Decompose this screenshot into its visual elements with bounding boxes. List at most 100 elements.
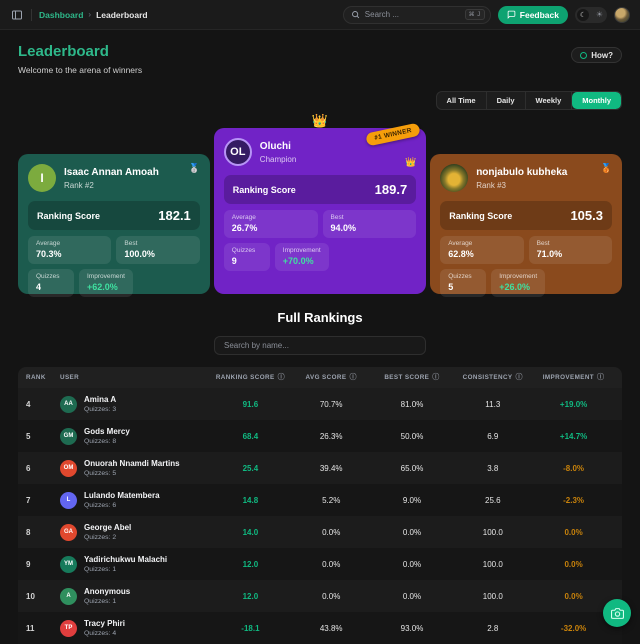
main-content: Leaderboard Welcome to the arena of winn… xyxy=(0,43,640,644)
column-header-ranking-score[interactable]: Ranking Score ⓘ xyxy=(215,374,285,381)
info-icon[interactable]: ⓘ xyxy=(597,374,605,381)
info-icon[interactable]: ⓘ xyxy=(515,374,523,381)
theme-toggle[interactable]: ☾ ☀ xyxy=(575,6,607,23)
user-cell: OM Onuorah Nnamdi Martins Quizzes: 5 xyxy=(60,459,210,477)
stat-quizzes: Quizzes 5 xyxy=(440,269,487,297)
column-header-avg-score[interactable]: Avg Score ⓘ xyxy=(305,374,357,381)
podium-rank-label: Rank #2 xyxy=(64,180,94,190)
rank-cell: 8 xyxy=(26,527,31,537)
ranking-score-label: Ranking Score xyxy=(37,210,101,221)
row-quizzes: Quizzes: 1 xyxy=(84,565,117,573)
podium-card[interactable]: 👑 #1 WINNER nonjabulo kubheka Rank #3 🥉 … xyxy=(430,154,622,297)
ranking-score-box: Ranking Score 182.1 xyxy=(28,201,200,230)
user-cell: GA George Abel Quizzes: 2 xyxy=(60,523,210,541)
shortcut-badge: ⌘ J xyxy=(464,9,485,20)
best-score-cell: 93.0% xyxy=(400,623,424,633)
tab-daily[interactable]: Daily xyxy=(487,92,526,109)
improvement-cell: -2.3% xyxy=(563,495,585,505)
stat-best: Best 71.0% xyxy=(528,236,613,264)
row-quizzes: Quizzes: 6 xyxy=(84,501,117,509)
user-avatar[interactable] xyxy=(614,6,630,23)
table-row[interactable]: 5 GM Gods Mercy Quizzes: 8 68.4 26.3% 50… xyxy=(18,420,622,452)
tab-all-time[interactable]: All Time xyxy=(437,92,487,109)
how-button[interactable]: How? xyxy=(571,47,622,63)
consistency-cell: 2.8 xyxy=(487,623,499,633)
row-avatar: A xyxy=(60,587,77,605)
how-label: How? xyxy=(591,50,613,60)
screenshot-fab[interactable] xyxy=(603,599,631,627)
ranking-score-box: Ranking Score 189.7 xyxy=(223,175,417,204)
row-user-name: Onuorah Nnamdi Martins xyxy=(84,459,180,469)
best-score-cell: 0.0% xyxy=(402,591,422,601)
row-user-name: Amina A xyxy=(84,395,117,405)
breadcrumb-dashboard-link[interactable]: Dashboard xyxy=(39,9,84,20)
breadcrumb-separator: › xyxy=(88,10,92,19)
improvement-cell: 0.0% xyxy=(564,527,583,537)
row-quizzes: Quizzes: 1 xyxy=(84,597,117,605)
podium-card[interactable]: 👑 #1 WINNER I Isaac Annan Amoah Rank #2 … xyxy=(18,154,210,297)
stat-improvement: Improvement +26.0% xyxy=(491,269,546,297)
consistency-cell: 100.0 xyxy=(482,527,503,537)
podium-avatar: I xyxy=(28,164,56,192)
stat-best: Best 100.0% xyxy=(116,236,200,264)
row-user-name: George Abel xyxy=(84,523,132,533)
podium-user-name: nonjabulo kubheka xyxy=(476,166,568,178)
podium-cards: 👑 #1 WINNER I Isaac Annan Amoah Rank #2 … xyxy=(18,114,622,297)
info-icon[interactable]: ⓘ xyxy=(432,374,440,381)
table-row[interactable]: 11 TP Tracy Phiri Quizzes: 4 -18.1 43.8%… xyxy=(18,612,622,644)
table-row[interactable]: 7 L Lulando Matembera Quizzes: 6 14.8 5.… xyxy=(18,484,622,516)
feedback-button[interactable]: Feedback xyxy=(497,5,568,24)
info-icon[interactable]: ⓘ xyxy=(349,374,357,381)
ranking-score-value: 189.7 xyxy=(374,182,408,197)
ranking-score-cell: 91.6 xyxy=(242,399,259,409)
tab-monthly[interactable]: Monthly xyxy=(572,92,621,109)
ranking-score-cell: 25.4 xyxy=(242,463,259,473)
column-header-consistency[interactable]: Consistency ⓘ xyxy=(462,374,523,381)
improvement-cell: +14.7% xyxy=(559,431,588,441)
global-search[interactable]: ⌘ J xyxy=(342,5,491,24)
podium-avatar-photo xyxy=(440,164,469,192)
column-header-improvement[interactable]: Improvement ⓘ xyxy=(542,374,605,381)
tab-weekly[interactable]: Weekly xyxy=(526,92,573,109)
stat-average: Average 62.8% xyxy=(440,236,524,264)
stat-quizzes: Quizzes 4 xyxy=(28,269,74,297)
consistency-cell: 25.6 xyxy=(485,495,501,505)
row-quizzes: Quizzes: 3 xyxy=(84,405,117,413)
row-quizzes: Quizzes: 8 xyxy=(84,437,117,445)
table-header-row: Rank User Ranking Score ⓘ Avg Score ⓘ Best Sco… xyxy=(18,367,622,388)
ranking-score-label: Ranking Score xyxy=(449,210,513,221)
table-row[interactable]: 9 YM Yadirichukwu Malachi Quizzes: 1 12.… xyxy=(18,548,622,580)
user-cell: TP Tracy Phiri Quizzes: 4 xyxy=(60,619,210,637)
user-cell: GM Gods Mercy Quizzes: 8 xyxy=(60,427,210,445)
column-header-best-score[interactable]: Best Score ⓘ xyxy=(384,374,440,381)
table-row[interactable]: 8 GA George Abel Quizzes: 2 14.0 0.0% 0.… xyxy=(18,516,622,548)
table-row[interactable]: 10 A Anonymous Quizzes: 1 12.0 0.0% 0.0%… xyxy=(18,580,622,612)
divider xyxy=(31,8,32,21)
sidebar-toggle-icon[interactable] xyxy=(10,8,24,22)
row-avatar: OM xyxy=(60,459,77,477)
table-row[interactable]: 6 OM Onuorah Nnamdi Martins Quizzes: 5 2… xyxy=(18,452,622,484)
rank-cell: 6 xyxy=(26,463,31,473)
ranking-score-cell: 12.0 xyxy=(242,559,259,569)
podium-card[interactable]: 👑 #1 WINNER OL Oluchi Champion 👑 Ranking… xyxy=(213,114,427,294)
avg-score-cell: 26.3% xyxy=(319,431,343,441)
row-avatar: L xyxy=(60,491,77,509)
avg-score-cell: 70.7% xyxy=(319,399,343,409)
consistency-cell: 6.9 xyxy=(487,431,499,441)
breadcrumb: Dashboard › Leaderboard xyxy=(39,10,148,20)
search-input[interactable] xyxy=(364,10,460,19)
row-avatar: TP xyxy=(60,619,77,637)
rankings-search-input[interactable] xyxy=(214,336,426,355)
consistency-cell: 100.0 xyxy=(482,559,503,569)
podium-user-name: Oluchi xyxy=(259,140,291,152)
page-subtitle: Welcome to the arena of winners xyxy=(18,65,143,75)
table-row[interactable]: 4 AA Amina A Quizzes: 3 91.6 70.7% 81.0%… xyxy=(18,388,622,420)
improvement-cell: +19.0% xyxy=(559,399,588,409)
camera-icon xyxy=(610,607,624,619)
ranking-score-box: Ranking Score 105.3 xyxy=(440,201,612,230)
info-icon[interactable]: ⓘ xyxy=(277,374,285,381)
sun-icon: ☀ xyxy=(595,10,603,19)
stat-average: Average 26.7% xyxy=(223,210,318,238)
rank-cell: 9 xyxy=(26,559,31,569)
improvement-cell: 0.0% xyxy=(564,591,583,601)
